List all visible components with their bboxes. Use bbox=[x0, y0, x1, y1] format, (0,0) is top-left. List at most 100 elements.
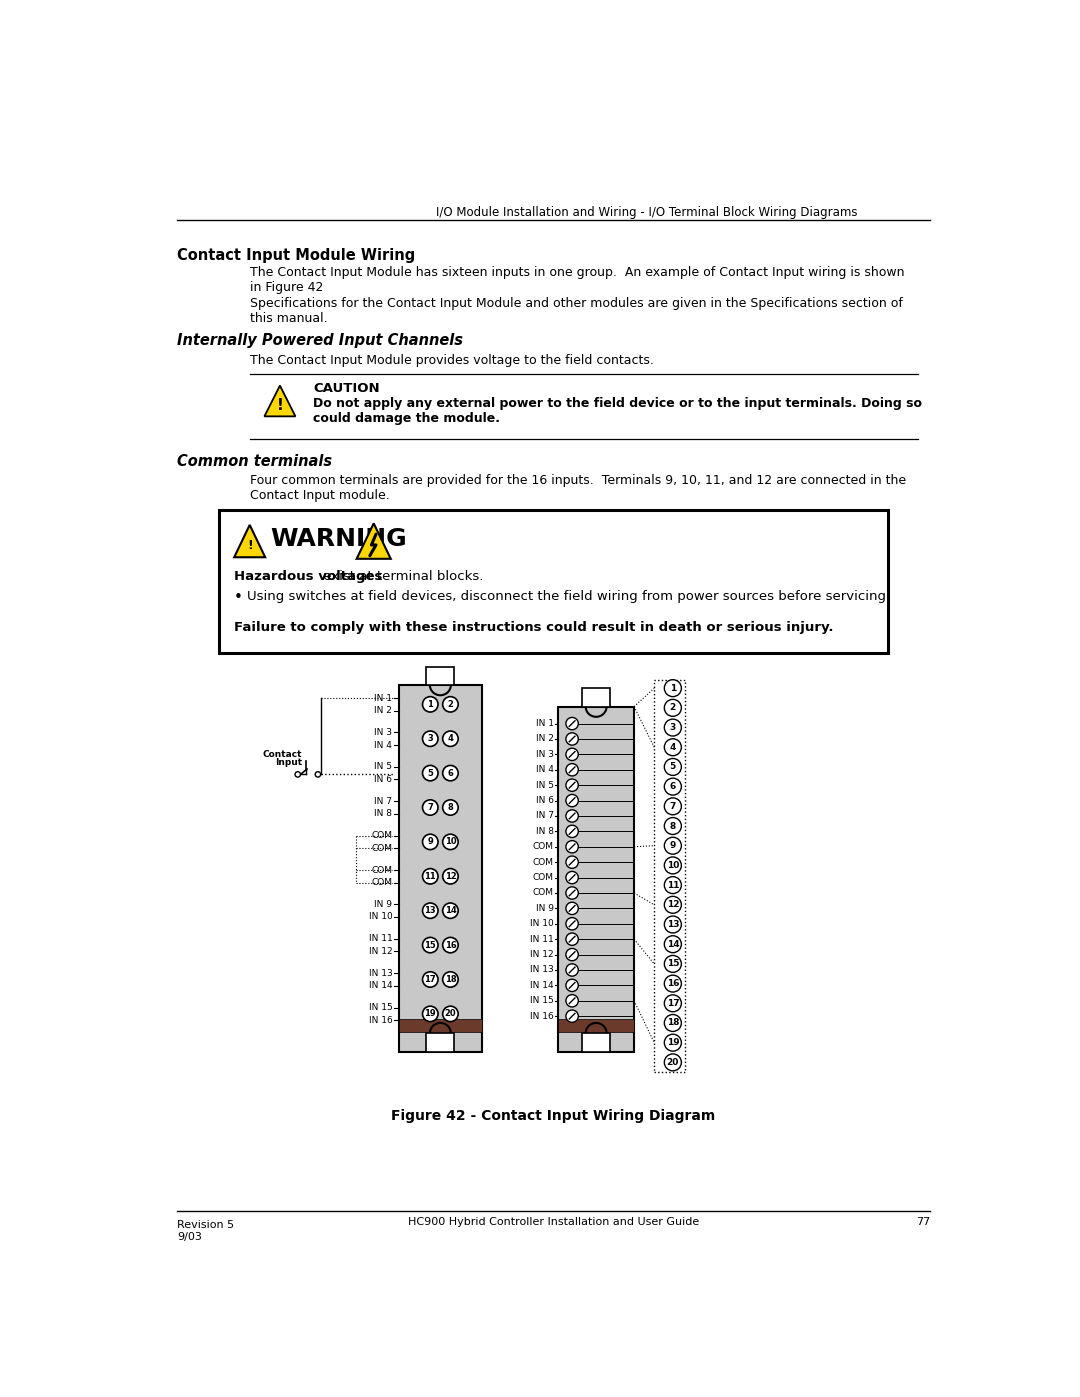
Text: IN 11: IN 11 bbox=[368, 935, 392, 943]
Text: IN 12: IN 12 bbox=[530, 950, 554, 960]
Circle shape bbox=[295, 771, 300, 777]
Circle shape bbox=[566, 872, 578, 884]
Circle shape bbox=[566, 764, 578, 775]
Circle shape bbox=[566, 902, 578, 915]
Circle shape bbox=[664, 975, 681, 992]
Circle shape bbox=[664, 995, 681, 1011]
Circle shape bbox=[664, 719, 681, 736]
Bar bbox=[558, 1020, 634, 1031]
Circle shape bbox=[422, 731, 438, 746]
Bar bbox=[558, 707, 634, 1052]
Text: 1: 1 bbox=[670, 683, 676, 693]
Text: Failure to comply with these instructions could result in death or serious injur: Failure to comply with these instruction… bbox=[234, 622, 834, 634]
Circle shape bbox=[566, 733, 578, 745]
Text: IN 15: IN 15 bbox=[368, 1003, 392, 1011]
Circle shape bbox=[664, 936, 681, 953]
Text: CAUTION: CAUTION bbox=[313, 381, 380, 395]
Text: COM: COM bbox=[372, 844, 392, 852]
Text: 7: 7 bbox=[428, 803, 433, 812]
Circle shape bbox=[443, 972, 458, 988]
Text: 4: 4 bbox=[670, 743, 676, 752]
Circle shape bbox=[566, 826, 578, 838]
Circle shape bbox=[664, 778, 681, 795]
Text: IN 5: IN 5 bbox=[536, 781, 554, 789]
Text: The Contact Input Module provides voltage to the field contacts.: The Contact Input Module provides voltag… bbox=[249, 353, 653, 367]
Text: 11: 11 bbox=[424, 872, 436, 880]
Circle shape bbox=[422, 800, 438, 816]
Text: 8: 8 bbox=[447, 803, 454, 812]
Text: 9: 9 bbox=[670, 841, 676, 851]
Circle shape bbox=[664, 916, 681, 933]
Text: 14: 14 bbox=[445, 907, 457, 915]
Circle shape bbox=[664, 897, 681, 914]
Circle shape bbox=[566, 995, 578, 1007]
Text: Specifications for the Contact Input Module and other modules are given in the S: Specifications for the Contact Input Mod… bbox=[249, 298, 903, 326]
Circle shape bbox=[443, 766, 458, 781]
Text: Contact Input Module Wiring: Contact Input Module Wiring bbox=[177, 247, 415, 263]
Text: IN 8: IN 8 bbox=[375, 809, 392, 819]
Text: 7: 7 bbox=[670, 802, 676, 810]
Circle shape bbox=[566, 810, 578, 823]
Text: COM: COM bbox=[372, 879, 392, 887]
Text: 11: 11 bbox=[666, 880, 679, 890]
Text: Input: Input bbox=[275, 757, 302, 767]
Circle shape bbox=[566, 1010, 578, 1023]
Text: 12: 12 bbox=[445, 872, 457, 880]
Circle shape bbox=[443, 800, 458, 816]
Text: IN 8: IN 8 bbox=[536, 827, 554, 835]
Text: IN 9: IN 9 bbox=[375, 900, 392, 909]
Text: IN 16: IN 16 bbox=[368, 1016, 392, 1024]
Circle shape bbox=[664, 798, 681, 814]
Circle shape bbox=[443, 902, 458, 918]
Text: COM: COM bbox=[372, 866, 392, 875]
Circle shape bbox=[566, 856, 578, 869]
Circle shape bbox=[422, 697, 438, 712]
Text: HC900 Hybrid Controller Installation and User Guide: HC900 Hybrid Controller Installation and… bbox=[408, 1217, 699, 1227]
Circle shape bbox=[566, 718, 578, 729]
Text: 2: 2 bbox=[670, 703, 676, 712]
Text: Common terminals: Common terminals bbox=[177, 454, 332, 469]
Text: IN 3: IN 3 bbox=[375, 728, 392, 738]
Text: IN 15: IN 15 bbox=[530, 996, 554, 1006]
Text: IN 6: IN 6 bbox=[536, 796, 554, 805]
Circle shape bbox=[664, 837, 681, 854]
Text: 17: 17 bbox=[424, 975, 436, 983]
Text: !: ! bbox=[247, 539, 253, 552]
Circle shape bbox=[664, 700, 681, 717]
Text: IN 2: IN 2 bbox=[375, 705, 392, 715]
Text: 20: 20 bbox=[445, 1010, 456, 1018]
Bar bbox=[427, 1034, 455, 1052]
Circle shape bbox=[443, 869, 458, 884]
Circle shape bbox=[566, 887, 578, 900]
Text: IN 13: IN 13 bbox=[530, 965, 554, 975]
Text: IN 9: IN 9 bbox=[536, 904, 554, 912]
Text: 10: 10 bbox=[666, 861, 679, 870]
Text: 18: 18 bbox=[445, 975, 456, 983]
Text: IN 5: IN 5 bbox=[375, 763, 392, 771]
Text: IN 7: IN 7 bbox=[375, 796, 392, 806]
Text: 16: 16 bbox=[445, 940, 457, 950]
Circle shape bbox=[566, 964, 578, 977]
Circle shape bbox=[422, 869, 438, 884]
Text: IN 4: IN 4 bbox=[375, 740, 392, 750]
Circle shape bbox=[443, 834, 458, 849]
Text: IN 10: IN 10 bbox=[368, 912, 392, 922]
Text: IN 2: IN 2 bbox=[536, 735, 554, 743]
Text: 10: 10 bbox=[445, 837, 456, 847]
Text: 12: 12 bbox=[666, 900, 679, 909]
Text: IN 4: IN 4 bbox=[536, 766, 554, 774]
Text: IN 7: IN 7 bbox=[536, 812, 554, 820]
Text: 8: 8 bbox=[670, 821, 676, 831]
Text: The Contact Input Module has sixteen inputs in one group.  An example of Contact: The Contact Input Module has sixteen inp… bbox=[249, 267, 904, 295]
Circle shape bbox=[566, 780, 578, 791]
Polygon shape bbox=[356, 524, 391, 559]
Text: IN 10: IN 10 bbox=[530, 919, 554, 928]
Text: 6: 6 bbox=[670, 782, 676, 791]
Text: 17: 17 bbox=[666, 999, 679, 1007]
Text: IN 3: IN 3 bbox=[536, 750, 554, 759]
Circle shape bbox=[664, 856, 681, 875]
Text: IN 1: IN 1 bbox=[536, 719, 554, 728]
Text: IN 6: IN 6 bbox=[375, 775, 392, 784]
Text: Four common terminals are provided for the 16 inputs.  Terminals 9, 10, 11, and : Four common terminals are provided for t… bbox=[249, 474, 906, 502]
Circle shape bbox=[664, 759, 681, 775]
